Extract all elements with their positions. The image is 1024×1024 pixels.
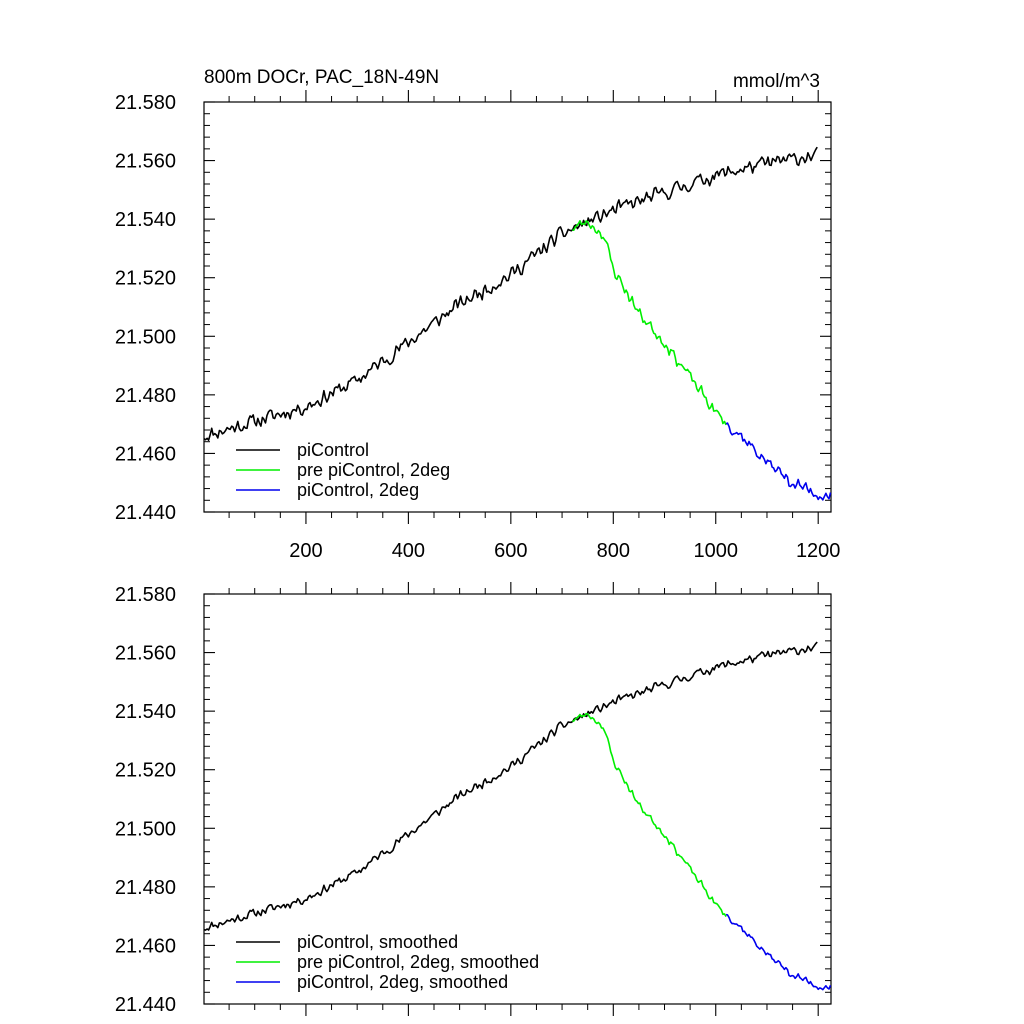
x-tick-label: 1000 xyxy=(693,540,738,562)
legend-label-1: pre piControl, 2deg xyxy=(297,460,450,480)
bottom-tick-labels: 21.440 21.460 21.480 21.500 21.520 21.540 21.5… xyxy=(115,584,176,1016)
x-tick-label: 200 xyxy=(289,540,322,562)
top-ticks xyxy=(204,90,831,524)
x-tick-label: 400 xyxy=(392,540,425,562)
legend-label-1: pre piControl, 2deg, smoothed xyxy=(297,952,539,972)
y-tick-label: 21.440 xyxy=(115,502,176,524)
y-tick-label: 21.460 xyxy=(115,443,176,465)
y-tick-label: 21.520 xyxy=(115,268,176,290)
legend-label-2: piControl, 2deg xyxy=(297,480,419,500)
series-line-1 xyxy=(572,220,727,426)
x-tick-label: 1200 xyxy=(796,540,841,562)
top-panel: 800m DOCr, PAC_18N-49N mmol/m^3 21.44021… xyxy=(115,67,841,562)
series-line-1 xyxy=(572,712,727,917)
top-plot-frame xyxy=(203,101,832,513)
series-line-0 xyxy=(203,641,818,931)
y-tick-label: 21.460 xyxy=(115,935,176,957)
x-tick-label: 800 xyxy=(597,540,630,562)
y-tick-label: 21.500 xyxy=(115,326,176,348)
bottom-plot-frame xyxy=(203,593,832,1005)
series-line-0 xyxy=(203,146,818,442)
y-tick-label: 21.540 xyxy=(115,701,176,723)
legend-label-2: piControl, 2deg, smoothed xyxy=(297,972,508,992)
y-tick-label: 21.520 xyxy=(115,760,176,782)
legend-label-0: piControl, smoothed xyxy=(297,932,458,952)
y-tick-label: 21.480 xyxy=(115,385,176,407)
bottom-series xyxy=(203,641,832,991)
legend-label-0: piControl xyxy=(297,440,369,460)
top-chart-units: mmol/m^3 xyxy=(733,71,820,92)
series-line-2 xyxy=(725,422,832,501)
y-tick-label: 21.560 xyxy=(115,151,176,173)
top-tick-labels: 21.440 21.460 21.480 21.500 21.520 21.540 21.5… xyxy=(115,92,841,562)
y-tick-label: 21.440 xyxy=(115,994,176,1016)
y-tick-label: 21.500 xyxy=(115,818,176,840)
top-series xyxy=(203,146,832,501)
series-line-2 xyxy=(725,913,832,991)
y-tick-label: 21.580 xyxy=(115,584,176,606)
bottom-panel: 21.440 21.460 21.480 21.500 21.520 21.540 21.5… xyxy=(115,582,832,1016)
y-tick-label: 21.580 xyxy=(115,92,176,114)
y-tick-label: 21.540 xyxy=(115,209,176,231)
bottom-ticks xyxy=(204,582,831,1016)
y-tick-label: 21.560 xyxy=(115,643,176,665)
top-chart-title: 800m DOCr, PAC_18N-49N xyxy=(204,67,439,88)
x-tick-label: 600 xyxy=(494,540,527,562)
y-tick-label: 21.480 xyxy=(115,877,176,899)
